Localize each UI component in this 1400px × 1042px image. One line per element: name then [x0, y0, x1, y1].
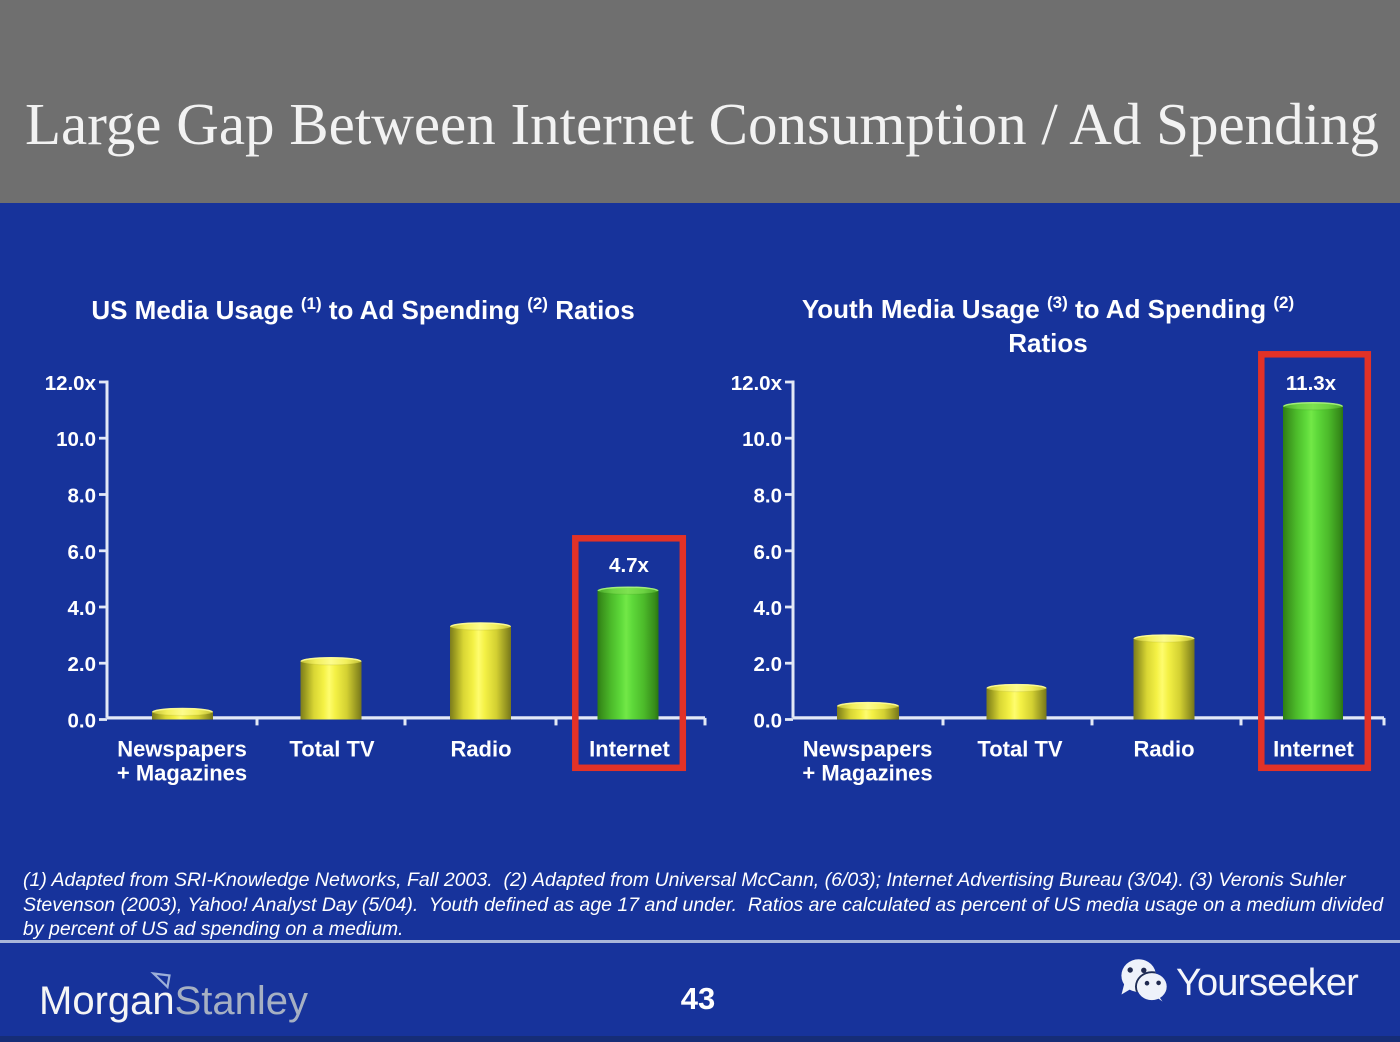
svg-text:4.0: 4.0 [68, 597, 97, 620]
svg-text:4.0: 4.0 [754, 597, 783, 620]
svg-text:Internet: Internet [1273, 737, 1354, 762]
svg-text:Radio: Radio [450, 737, 511, 762]
svg-text:Youth Media Usage (3) to Ad Sp: Youth Media Usage (3) to Ad Spending (2) [802, 293, 1294, 324]
svg-text:US Media Usage (1) to Ad Spend: US Media Usage (1) to Ad Spending (2) Ra… [91, 294, 634, 325]
svg-text:12.0x: 12.0x [731, 372, 783, 395]
svg-text:8.0: 8.0 [68, 485, 97, 508]
svg-text:Newspapers: Newspapers [117, 737, 247, 762]
svg-text:4.7x: 4.7x [609, 554, 649, 577]
svg-text:11.3x: 11.3x [1286, 372, 1337, 395]
svg-text:12.0x: 12.0x [45, 372, 97, 395]
svg-text:10.0: 10.0 [56, 428, 96, 451]
svg-text:0.0: 0.0 [754, 710, 783, 733]
svg-text:10.0: 10.0 [742, 428, 782, 451]
svg-text:Radio: Radio [1133, 737, 1194, 762]
svg-text:+ Magazines: + Magazines [802, 761, 932, 786]
svg-text:0.0: 0.0 [68, 710, 97, 733]
svg-text:2.0: 2.0 [68, 653, 97, 676]
svg-text:6.0: 6.0 [68, 541, 97, 564]
svg-text:6.0: 6.0 [754, 541, 783, 564]
svg-text:2.0: 2.0 [754, 653, 783, 676]
svg-text:Newspapers: Newspapers [803, 737, 933, 762]
svg-text:Total TV: Total TV [289, 737, 374, 762]
svg-text:Total TV: Total TV [977, 737, 1062, 762]
svg-text:+ Magazines: + Magazines [117, 761, 247, 786]
svg-text:Internet: Internet [589, 737, 670, 762]
svg-text:Ratios: Ratios [1008, 328, 1087, 358]
svg-text:8.0: 8.0 [754, 485, 783, 508]
